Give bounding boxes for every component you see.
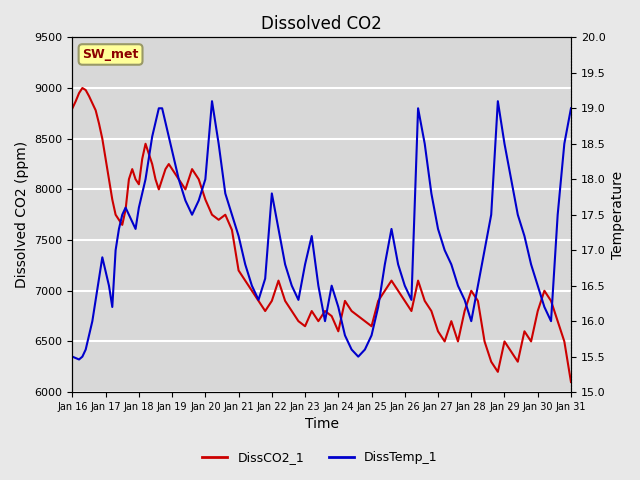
DissTemp_1 — [76, 357, 83, 362]
Line: DissTemp_1: DissTemp_1 — [72, 101, 571, 360]
Text: SW_met: SW_met — [83, 48, 139, 61]
DissTemp_1 — [208, 98, 216, 104]
Line: DissCO2_1: DissCO2_1 — [72, 88, 571, 382]
DissTemp_1 — [141, 176, 149, 182]
Y-axis label: Temperature: Temperature — [611, 171, 625, 259]
DissCO2_1 — [68, 106, 76, 111]
DissTemp_1 — [328, 283, 335, 288]
DissCO2_1 — [561, 338, 568, 344]
Legend: DissCO2_1, DissTemp_1: DissCO2_1, DissTemp_1 — [197, 446, 443, 469]
Title: Dissolved CO2: Dissolved CO2 — [261, 15, 382, 33]
DissTemp_1 — [108, 304, 116, 310]
DissTemp_1 — [561, 141, 568, 147]
DissCO2_1 — [79, 85, 86, 91]
DissCO2_1 — [108, 197, 116, 203]
DissCO2_1 — [554, 318, 561, 324]
DissCO2_1 — [567, 379, 575, 385]
Y-axis label: Dissolved CO2 (ppm): Dissolved CO2 (ppm) — [15, 141, 29, 288]
DissTemp_1 — [488, 212, 495, 217]
X-axis label: Time: Time — [305, 418, 339, 432]
DissTemp_1 — [68, 354, 76, 360]
DissCO2_1 — [148, 161, 156, 167]
DissTemp_1 — [148, 134, 156, 140]
DissCO2_1 — [141, 141, 149, 147]
DissCO2_1 — [481, 338, 488, 344]
DissTemp_1 — [567, 106, 575, 111]
